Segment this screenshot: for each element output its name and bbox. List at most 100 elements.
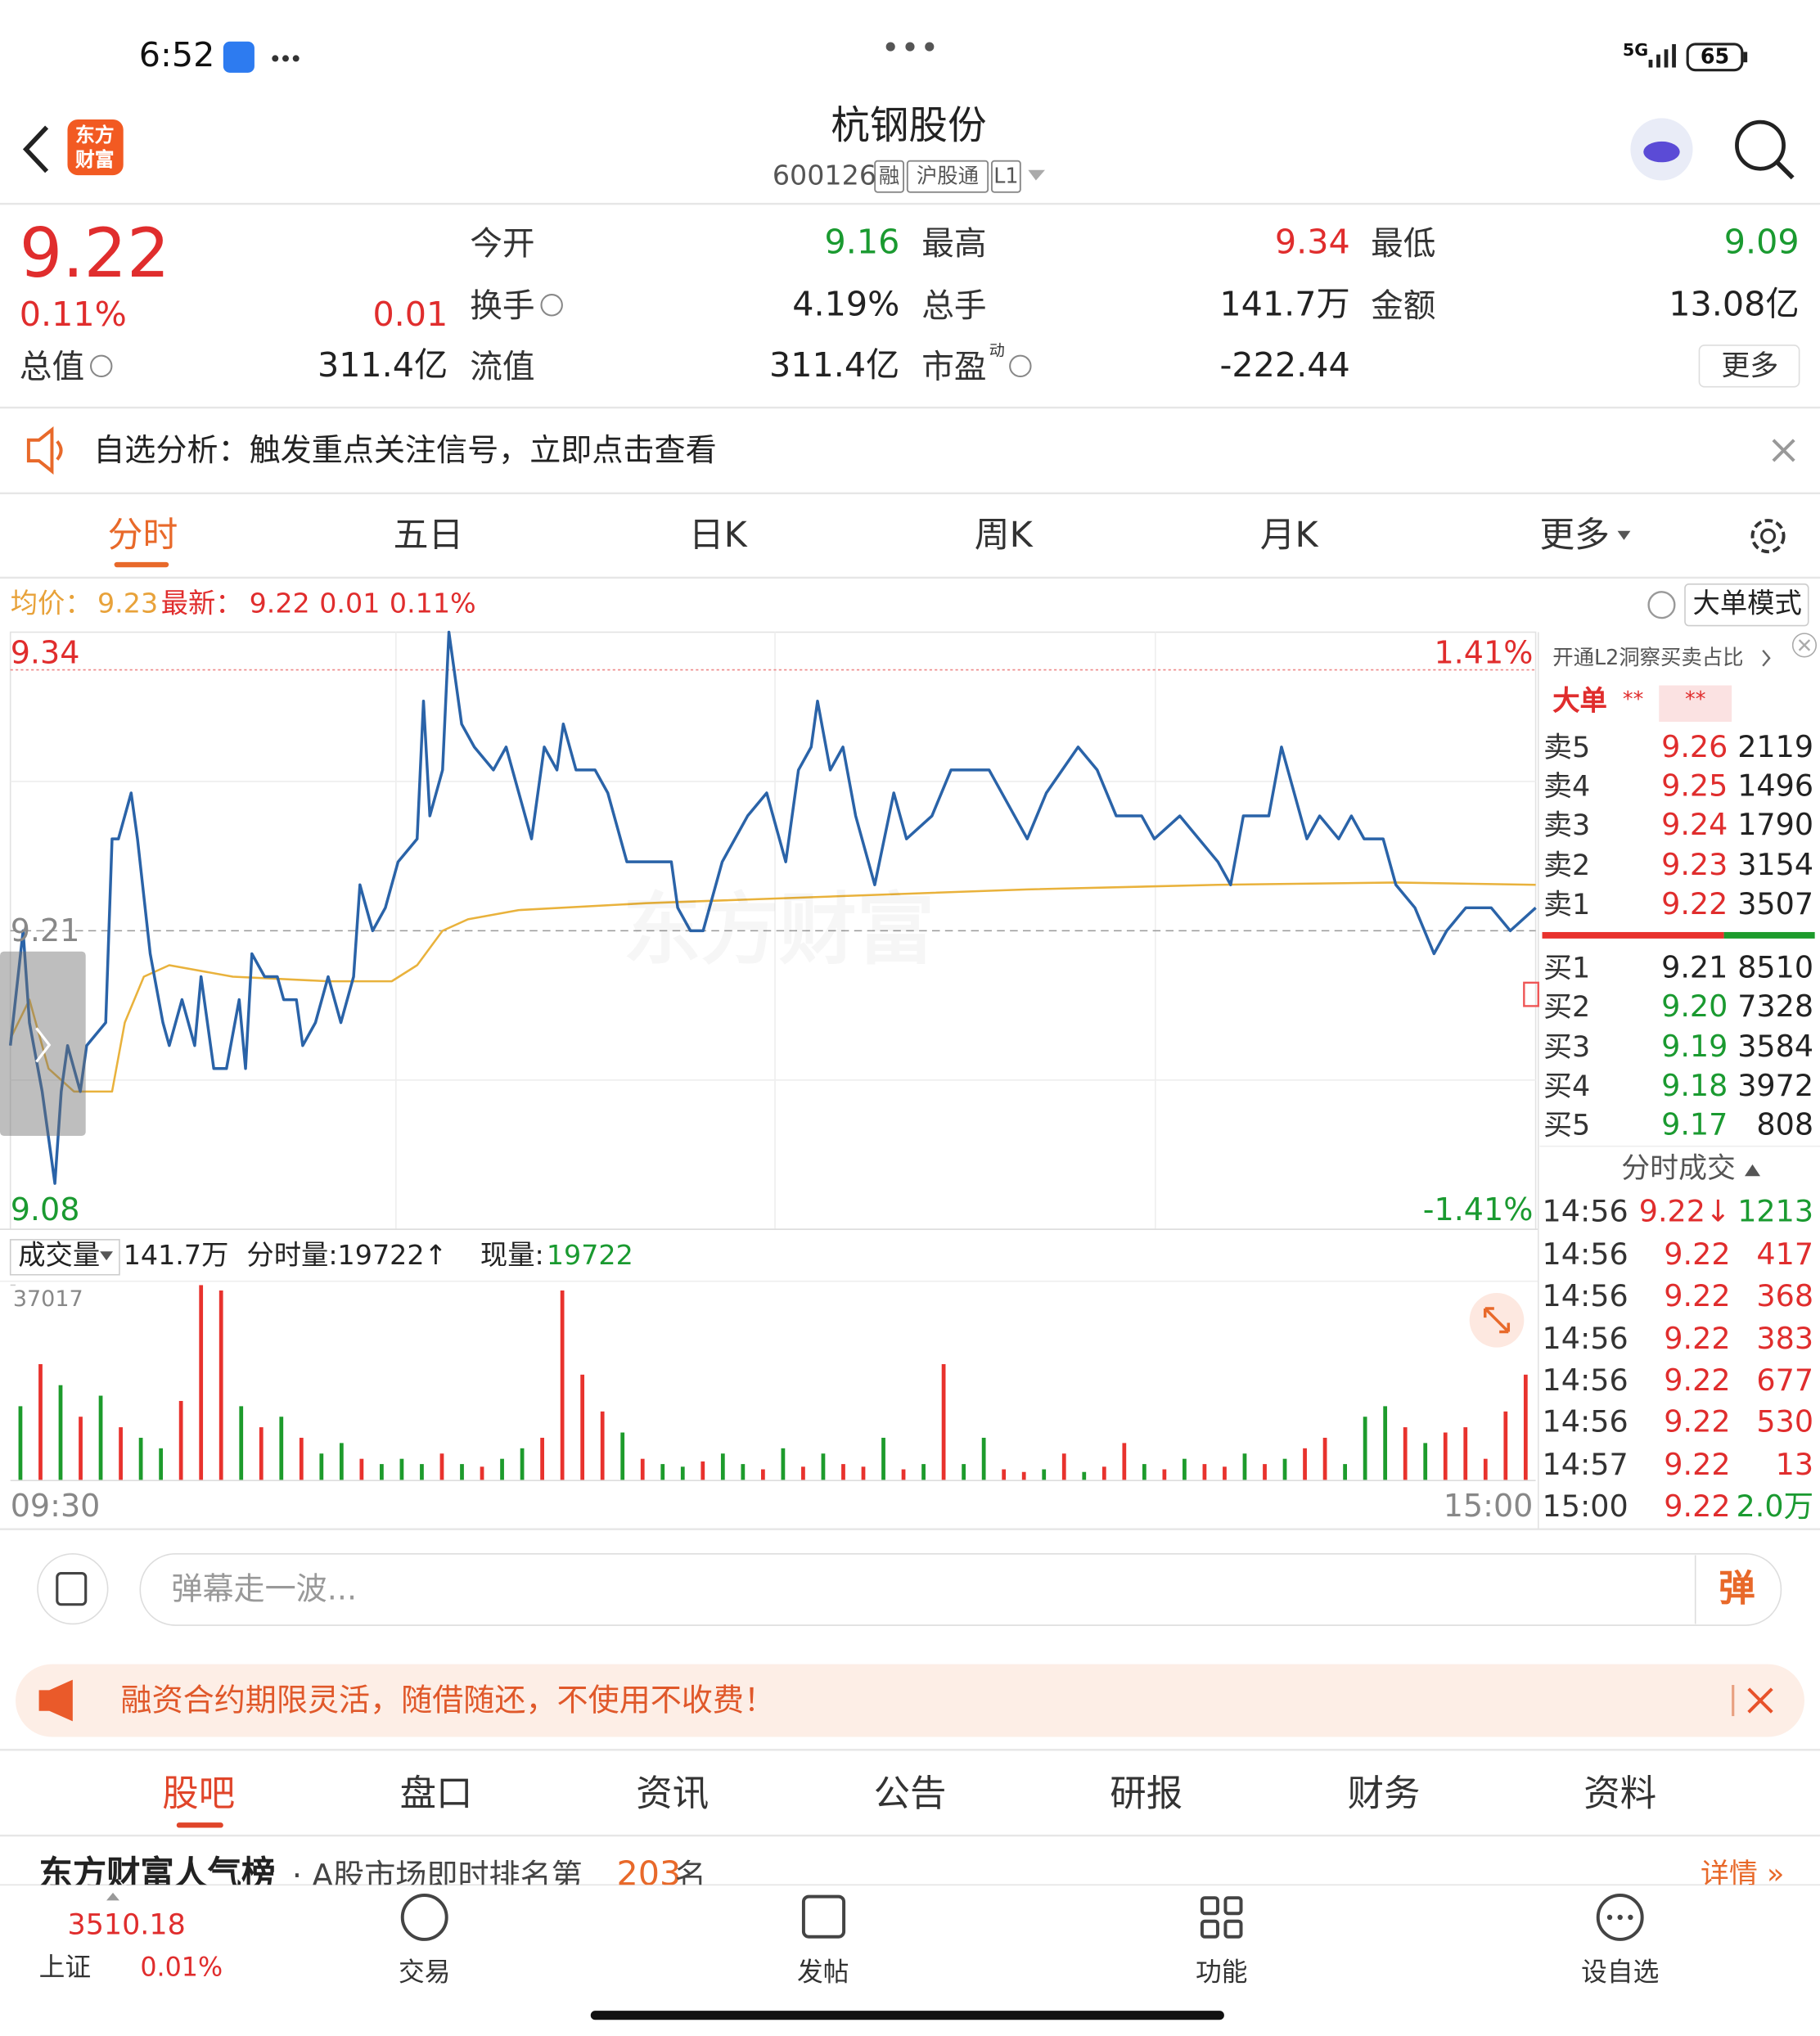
time-label: 09:30 — [10, 1487, 101, 1524]
trade-price: 9.22 — [1664, 1448, 1731, 1483]
dropdown[interactable] — [1028, 169, 1045, 181]
pct-label: 1.41% — [1434, 634, 1534, 671]
expand-arrows — [1483, 1307, 1511, 1334]
volume-bar — [98, 1395, 103, 1480]
trade-time: 14:56 — [1542, 1196, 1629, 1230]
comment-placeholder[interactable]: 弹幕走一波... — [171, 1570, 358, 1607]
volume-bar — [1363, 1417, 1367, 1480]
close-l2-x — [1798, 639, 1811, 651]
nav-item[interactable]: 交易 — [398, 1956, 451, 1988]
tag: 沪股通 — [916, 164, 980, 189]
ask-volume: 1496 — [1737, 769, 1814, 804]
volume-bar — [580, 1374, 585, 1480]
bid-label: 买5 — [1543, 1109, 1591, 1142]
tab[interactable]: 分时 — [107, 515, 178, 556]
volume-bar — [941, 1363, 946, 1480]
volume-bar — [720, 1453, 725, 1480]
comment-button[interactable]: 弹 — [1719, 1566, 1755, 1610]
stat-value: 141.7万 — [1219, 286, 1350, 326]
section-tab[interactable]: 研报 — [1110, 1772, 1183, 1815]
close-notice[interactable] — [1772, 439, 1795, 462]
tab-underline — [114, 561, 169, 568]
trade-price: 9.22 — [1664, 1406, 1731, 1440]
volume-bar — [1343, 1464, 1347, 1480]
ranking-link[interactable]: 详情 » — [1701, 1858, 1785, 1885]
more-button[interactable] — [1698, 345, 1800, 388]
volume-bar — [1061, 1453, 1066, 1480]
change: 0.01 — [372, 296, 448, 336]
trade-price: 9.22 — [1664, 1322, 1731, 1357]
close-l2[interactable] — [1791, 633, 1818, 658]
section-tab[interactable]: 盘口 — [399, 1772, 473, 1815]
volume-bar — [1463, 1427, 1468, 1480]
tab[interactable]: 日K — [688, 515, 747, 556]
volume-bar — [1162, 1469, 1167, 1480]
index-value: 3510.18 — [67, 1909, 186, 1942]
tab[interactable]: 月K — [1259, 515, 1318, 556]
more-dots — [272, 55, 300, 62]
ad-banner[interactable] — [16, 1664, 1804, 1737]
ask-label: 卖4 — [1543, 770, 1591, 804]
trades-title[interactable]: 分时成交 — [1621, 1152, 1736, 1185]
icon-functions[interactable] — [1200, 1896, 1243, 1939]
tab[interactable]: 更多 — [1539, 515, 1611, 556]
comment-glyph — [56, 1572, 88, 1606]
status-time: 6:52 — [138, 37, 215, 76]
vol-selector[interactable] — [9, 1239, 120, 1276]
big-order-value: ** — [1622, 687, 1644, 712]
section-tab[interactable]: 公告 — [873, 1772, 947, 1815]
ask-label: 卖3 — [1543, 809, 1591, 843]
info-icons[interactable] — [90, 294, 1032, 378]
mode-label[interactable]: 大单模式 — [1692, 588, 1802, 620]
vol-label[interactable]: 成交量 — [18, 1240, 101, 1272]
stock-name: 杭钢股份 — [831, 103, 987, 150]
nav-item[interactable]: 功能 — [1195, 1956, 1248, 1988]
bid-label: 买1 — [1543, 953, 1591, 985]
separators — [0, 202, 1820, 1837]
search[interactable] — [1735, 119, 1786, 171]
volume-bar — [119, 1427, 123, 1480]
icon-post[interactable] — [801, 1894, 846, 1939]
trade-volume: 383 — [1756, 1322, 1814, 1357]
volume-bar — [760, 1469, 765, 1480]
volume-bar — [921, 1464, 926, 1480]
section-tab[interactable]: 股吧 — [162, 1772, 236, 1815]
trade-time: 15:00 — [1542, 1490, 1629, 1525]
l2-promo[interactable]: 开通L2洞察买卖占比 — [1552, 646, 1744, 671]
stat-label: 最低 — [1371, 224, 1436, 263]
comment-icon[interactable] — [37, 1553, 109, 1625]
more-button-label[interactable]: 更多 — [1721, 349, 1779, 383]
settings-core — [1760, 528, 1777, 544]
volume-bar — [861, 1466, 866, 1480]
settings[interactable] — [1750, 519, 1786, 554]
ask-label: 卖1 — [1543, 889, 1591, 921]
ask-volume: 1790 — [1737, 809, 1814, 843]
ad-text[interactable]: 融资合约期限灵活，随借随还，不使用不收费！ — [120, 1682, 776, 1718]
ad-close[interactable] — [1747, 1687, 1773, 1714]
help[interactable] — [1647, 591, 1676, 619]
section-tab[interactable]: 财务 — [1347, 1772, 1421, 1815]
ranking-title: 东方财富人气榜 — [38, 1855, 276, 1885]
volume-bar — [1483, 1458, 1488, 1480]
volume-bar — [79, 1417, 83, 1480]
mode-button[interactable] — [1684, 583, 1809, 627]
volume-bar — [901, 1469, 906, 1480]
icon-watch[interactable] — [1596, 1894, 1644, 1941]
section-tab[interactable]: 资讯 — [636, 1772, 710, 1815]
ranking-rank: 203 — [616, 1855, 682, 1885]
volume-bar — [881, 1437, 885, 1480]
tab[interactable]: 五日 — [393, 515, 464, 556]
icon-trade[interactable] — [400, 1894, 448, 1941]
comment-input[interactable] — [139, 1553, 1782, 1626]
nav-item[interactable]: 发帖 — [796, 1956, 849, 1988]
tab[interactable]: 周K — [974, 515, 1033, 556]
volume-bar — [1503, 1411, 1508, 1480]
vol-tick-label: 37017 — [12, 1286, 83, 1313]
section-tab[interactable]: 资料 — [1583, 1772, 1657, 1815]
latest-change: 0.01 — [319, 588, 381, 620]
side-handle[interactable] — [0, 951, 86, 1137]
notice-text[interactable]: 自选分析：触发重点关注信号，立即点击查看 — [93, 431, 717, 469]
volume-bar — [1303, 1448, 1307, 1480]
nav-item[interactable]: 设自选 — [1581, 1956, 1660, 1988]
back[interactable] — [22, 125, 49, 173]
